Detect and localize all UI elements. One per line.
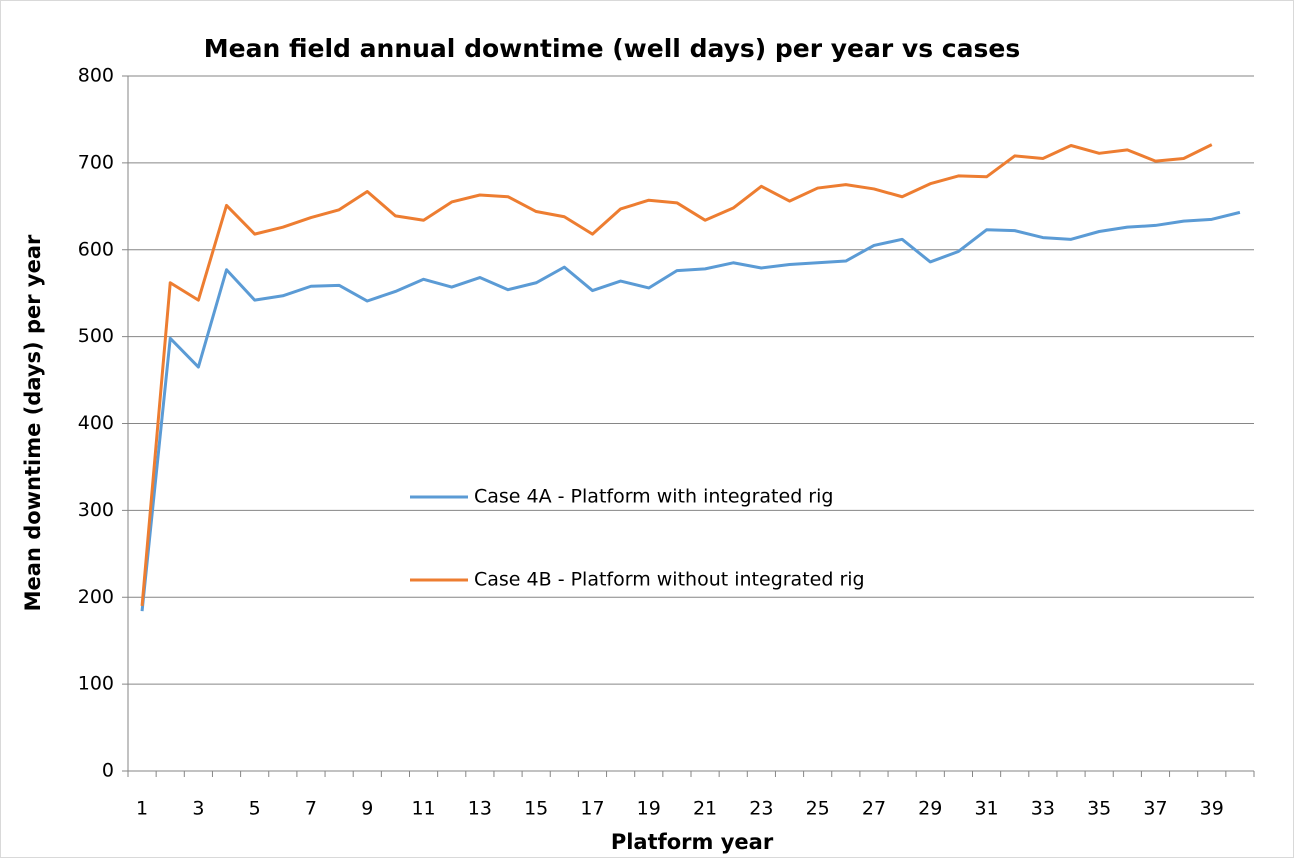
y-tick-label: 300 <box>78 499 114 521</box>
data-line <box>140 210 1241 612</box>
y-tick-label: 500 <box>78 325 114 347</box>
x-tick-label: 23 <box>749 798 773 820</box>
x-tick-label: 17 <box>580 798 604 820</box>
x-tick-label: 1 <box>136 798 148 820</box>
x-tick-label: 37 <box>1143 798 1167 820</box>
x-tick-label: 39 <box>1200 798 1224 820</box>
x-tick-label: 19 <box>637 798 661 820</box>
x-tick-label: 11 <box>411 798 435 820</box>
y-tick-label: 200 <box>78 586 114 608</box>
y-axis-label: Mean downtime (days) per year <box>21 234 45 611</box>
y-tick-label: 100 <box>78 673 114 695</box>
legend-label: Case 4A - Platform with integrated rig <box>474 486 833 508</box>
x-tick-label: 25 <box>806 798 830 820</box>
x-tick-label: 29 <box>918 798 942 820</box>
x-tick-label: 7 <box>305 798 317 820</box>
y-tick-label: 700 <box>78 151 114 173</box>
x-tick-label: 3 <box>192 798 204 820</box>
y-tick-label: 800 <box>78 65 114 87</box>
y-tick-label: 600 <box>78 238 114 260</box>
y-tick-label: 0 <box>102 760 114 782</box>
x-tick-label: 9 <box>361 798 373 820</box>
x-tick-label: 27 <box>862 798 886 820</box>
x-tick-label: 15 <box>524 798 548 820</box>
x-tick-label: 35 <box>1087 798 1111 820</box>
x-tick-label: 33 <box>1031 798 1055 820</box>
legend-label: Case 4B - Platform without integrated ri… <box>474 569 865 591</box>
x-tick-label: 5 <box>249 798 261 820</box>
x-tick-label: 31 <box>974 798 998 820</box>
x-tick-label: 13 <box>468 798 492 820</box>
chart-title: Mean field annual downtime (well days) p… <box>204 34 1020 63</box>
data-line <box>140 143 1213 607</box>
y-tick-label: 400 <box>78 412 114 434</box>
x-tick-label: 21 <box>693 798 717 820</box>
x-axis-label: Platform year <box>611 830 774 854</box>
